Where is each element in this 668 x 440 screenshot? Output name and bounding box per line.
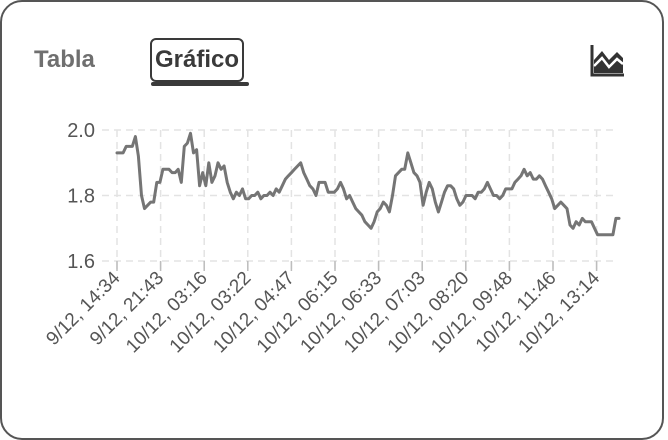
area-chart-icon-graphic — [590, 45, 624, 77]
series-line — [115, 131, 621, 237]
tab-grafico[interactable]: Gráfico — [150, 38, 245, 82]
y-tick-label: 2.0 — [67, 120, 95, 142]
area-chart-icon[interactable] — [589, 42, 627, 78]
tab-tabla[interactable]: Tabla — [34, 46, 95, 73]
y-tick-label: 1.6 — [67, 251, 95, 273]
active-tab-indicator — [151, 82, 249, 86]
y-tick-label: 1.8 — [67, 186, 95, 208]
